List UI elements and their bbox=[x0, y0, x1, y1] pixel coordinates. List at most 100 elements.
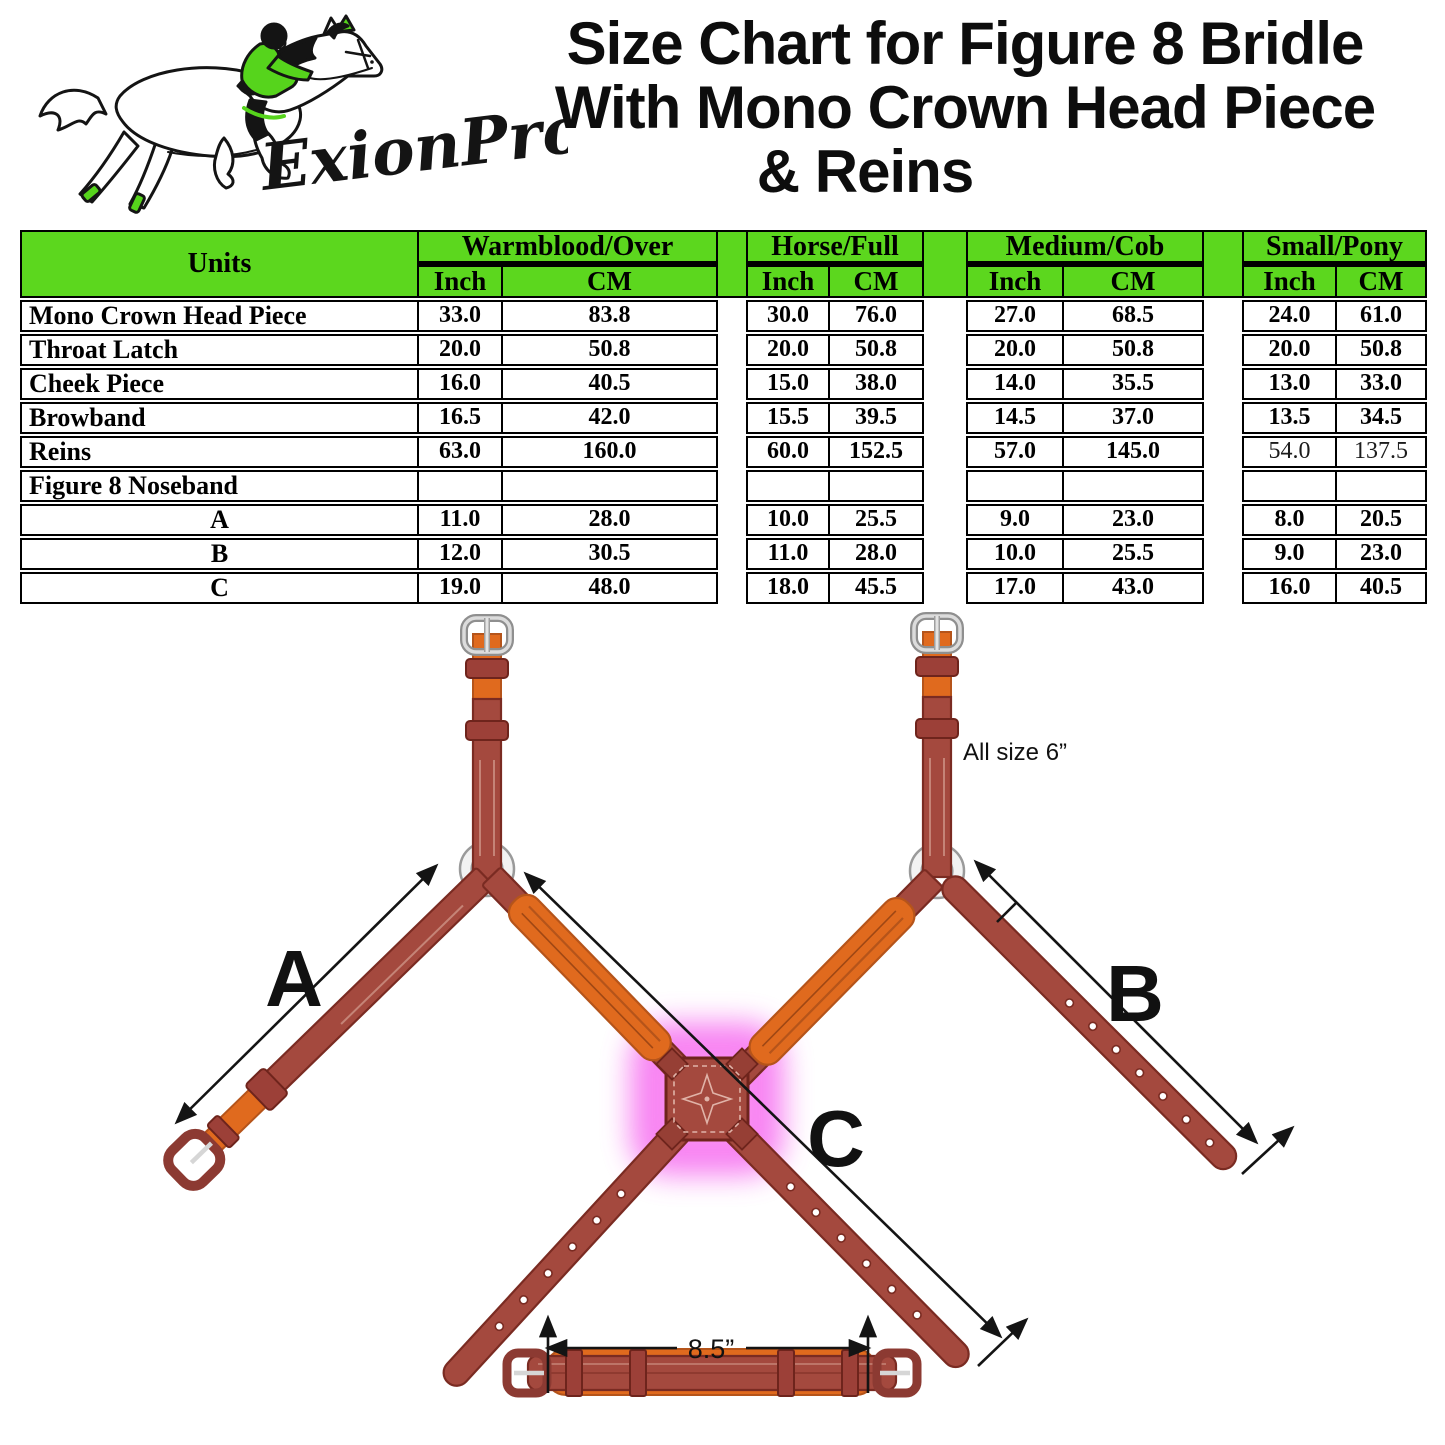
value-cell: 12.0 bbox=[419, 537, 503, 570]
value-cell: 23.0 bbox=[1337, 537, 1427, 570]
table-row: C 19.0 48.0 18.0 45.5 17.0 43.0 16.0 40.5 bbox=[20, 571, 1427, 604]
label-b: B bbox=[1106, 949, 1164, 1038]
group-header-horse: Horse/Full bbox=[746, 230, 924, 264]
exionpro-logo: ExionPro bbox=[38, 14, 568, 214]
value-cell: 63.0 bbox=[419, 435, 503, 468]
value-cell: 43.0 bbox=[1064, 571, 1204, 604]
value-cell bbox=[1064, 469, 1204, 502]
dim-tick-b-top bbox=[996, 901, 1018, 923]
value-cell: 15.5 bbox=[746, 401, 830, 434]
inch-header: Inch bbox=[1242, 265, 1337, 298]
dimension-arrows bbox=[174, 859, 1295, 1393]
table-body: Mono Crown Head Piece 33.0 83.8 30.0 76.0 27.… bbox=[20, 299, 1427, 604]
value-cell: 15.0 bbox=[746, 367, 830, 400]
value-cell: 76.0 bbox=[830, 299, 924, 332]
value-cell: 8.0 bbox=[1242, 503, 1337, 536]
value-cell: 16.5 bbox=[419, 401, 503, 434]
buckle-icon bbox=[910, 612, 964, 654]
value-cell: 40.5 bbox=[503, 367, 718, 400]
value-cell bbox=[1337, 469, 1427, 502]
value-cell bbox=[503, 469, 718, 502]
value-cell: 160.0 bbox=[503, 435, 718, 468]
value-cell bbox=[830, 469, 924, 502]
buckle-icon bbox=[460, 614, 514, 656]
value-cell: 13.0 bbox=[1242, 367, 1337, 400]
value-cell: 18.0 bbox=[746, 571, 830, 604]
table-row: Browband 16.5 42.0 15.5 39.5 14.5 37.0 13.5 34.5 bbox=[20, 401, 1427, 434]
label-c: C bbox=[807, 1094, 865, 1183]
value-cell: 37.0 bbox=[1064, 401, 1204, 434]
cm-header: CM bbox=[503, 265, 718, 298]
table-row: B 12.0 30.5 11.0 28.0 10.0 25.5 9.0 23.0 bbox=[20, 537, 1427, 570]
center-pad-icon bbox=[655, 1047, 759, 1151]
table-header: Units Warmblood/Over Horse/Full Medium/C… bbox=[20, 230, 1427, 298]
value-cell: 20.0 bbox=[419, 333, 503, 366]
value-cell: 17.0 bbox=[966, 571, 1064, 604]
value-cell: 28.0 bbox=[503, 503, 718, 536]
value-cell: 57.0 bbox=[966, 435, 1064, 468]
value-cell: 137.5 bbox=[1337, 435, 1427, 468]
value-cell: 33.0 bbox=[419, 299, 503, 332]
value-cell: 16.0 bbox=[1242, 571, 1337, 604]
title-line-2: With Mono Crown Head Piece bbox=[554, 74, 1376, 141]
value-cell: 40.5 bbox=[1337, 571, 1427, 604]
left-crown-strap bbox=[460, 614, 514, 881]
value-cell: 13.5 bbox=[1242, 401, 1337, 434]
column-gap bbox=[924, 230, 966, 298]
dim-line-b bbox=[973, 859, 1259, 1145]
value-cell: 9.0 bbox=[966, 503, 1064, 536]
value-cell: 14.0 bbox=[966, 367, 1064, 400]
title-line-3: & Reins bbox=[756, 138, 974, 205]
column-gap bbox=[1204, 230, 1242, 298]
group-header-row: Units Warmblood/Over Horse/Full Medium/C… bbox=[20, 230, 1427, 298]
group-header-warmblood: Warmblood/Over bbox=[419, 230, 718, 264]
value-cell: 61.0 bbox=[1337, 299, 1427, 332]
jumping-horse-icon bbox=[38, 14, 384, 214]
dim-line-c bbox=[523, 871, 1003, 1339]
dim-line-a bbox=[174, 863, 439, 1125]
value-cell: 42.0 bbox=[503, 401, 718, 434]
cm-header: CM bbox=[1337, 265, 1427, 298]
value-cell bbox=[746, 469, 830, 502]
row-label: Browband bbox=[20, 401, 419, 434]
title-line-1: Size Chart for Figure 8 Bridle bbox=[566, 10, 1365, 77]
table-row: A 11.0 28.0 10.0 25.5 9.0 23.0 8.0 20.5 bbox=[20, 503, 1427, 536]
value-cell: 27.0 bbox=[966, 299, 1064, 332]
dim-tick-c bbox=[977, 1317, 1029, 1367]
row-label: A bbox=[20, 503, 419, 536]
value-cell: 83.8 bbox=[503, 299, 718, 332]
value-cell: 39.5 bbox=[830, 401, 924, 434]
value-cell bbox=[1242, 469, 1337, 502]
row-label: Cheek Piece bbox=[20, 367, 419, 400]
value-cell: 145.0 bbox=[1064, 435, 1204, 468]
row-label: B bbox=[20, 537, 419, 570]
value-cell: 20.0 bbox=[966, 333, 1064, 366]
table-row: Mono Crown Head Piece 33.0 83.8 30.0 76.0 27.… bbox=[20, 299, 1427, 332]
value-cell: 30.0 bbox=[746, 299, 830, 332]
noseband-strap-b bbox=[941, 875, 1238, 1171]
value-cell: 30.5 bbox=[503, 537, 718, 570]
value-cell: 50.8 bbox=[1064, 333, 1204, 366]
table-row: Figure 8 Noseband bbox=[20, 469, 1427, 502]
buckle-icon bbox=[163, 1128, 226, 1191]
value-cell: 50.8 bbox=[1337, 333, 1427, 366]
noseband-strap-a bbox=[163, 867, 495, 1191]
value-cell: 33.0 bbox=[1337, 367, 1427, 400]
all-size-annotation: All size 6” bbox=[963, 739, 1067, 766]
value-cell: 50.8 bbox=[830, 333, 924, 366]
value-cell: 54.0 bbox=[1242, 435, 1337, 468]
value-cell: 60.0 bbox=[746, 435, 830, 468]
size-table: Units Warmblood/Over Horse/Full Medium/C… bbox=[20, 228, 1427, 606]
value-cell: 9.0 bbox=[1242, 537, 1337, 570]
value-cell: 38.0 bbox=[830, 367, 924, 400]
value-cell: 28.0 bbox=[830, 537, 924, 570]
value-cell bbox=[966, 469, 1064, 502]
value-cell: 48.0 bbox=[503, 571, 718, 604]
row-label: C bbox=[20, 571, 419, 604]
group-header-small: Small/Pony bbox=[1242, 230, 1427, 264]
bottom-strap bbox=[502, 1348, 922, 1398]
row-label: Throat Latch bbox=[20, 333, 419, 366]
value-cell: 11.0 bbox=[419, 503, 503, 536]
